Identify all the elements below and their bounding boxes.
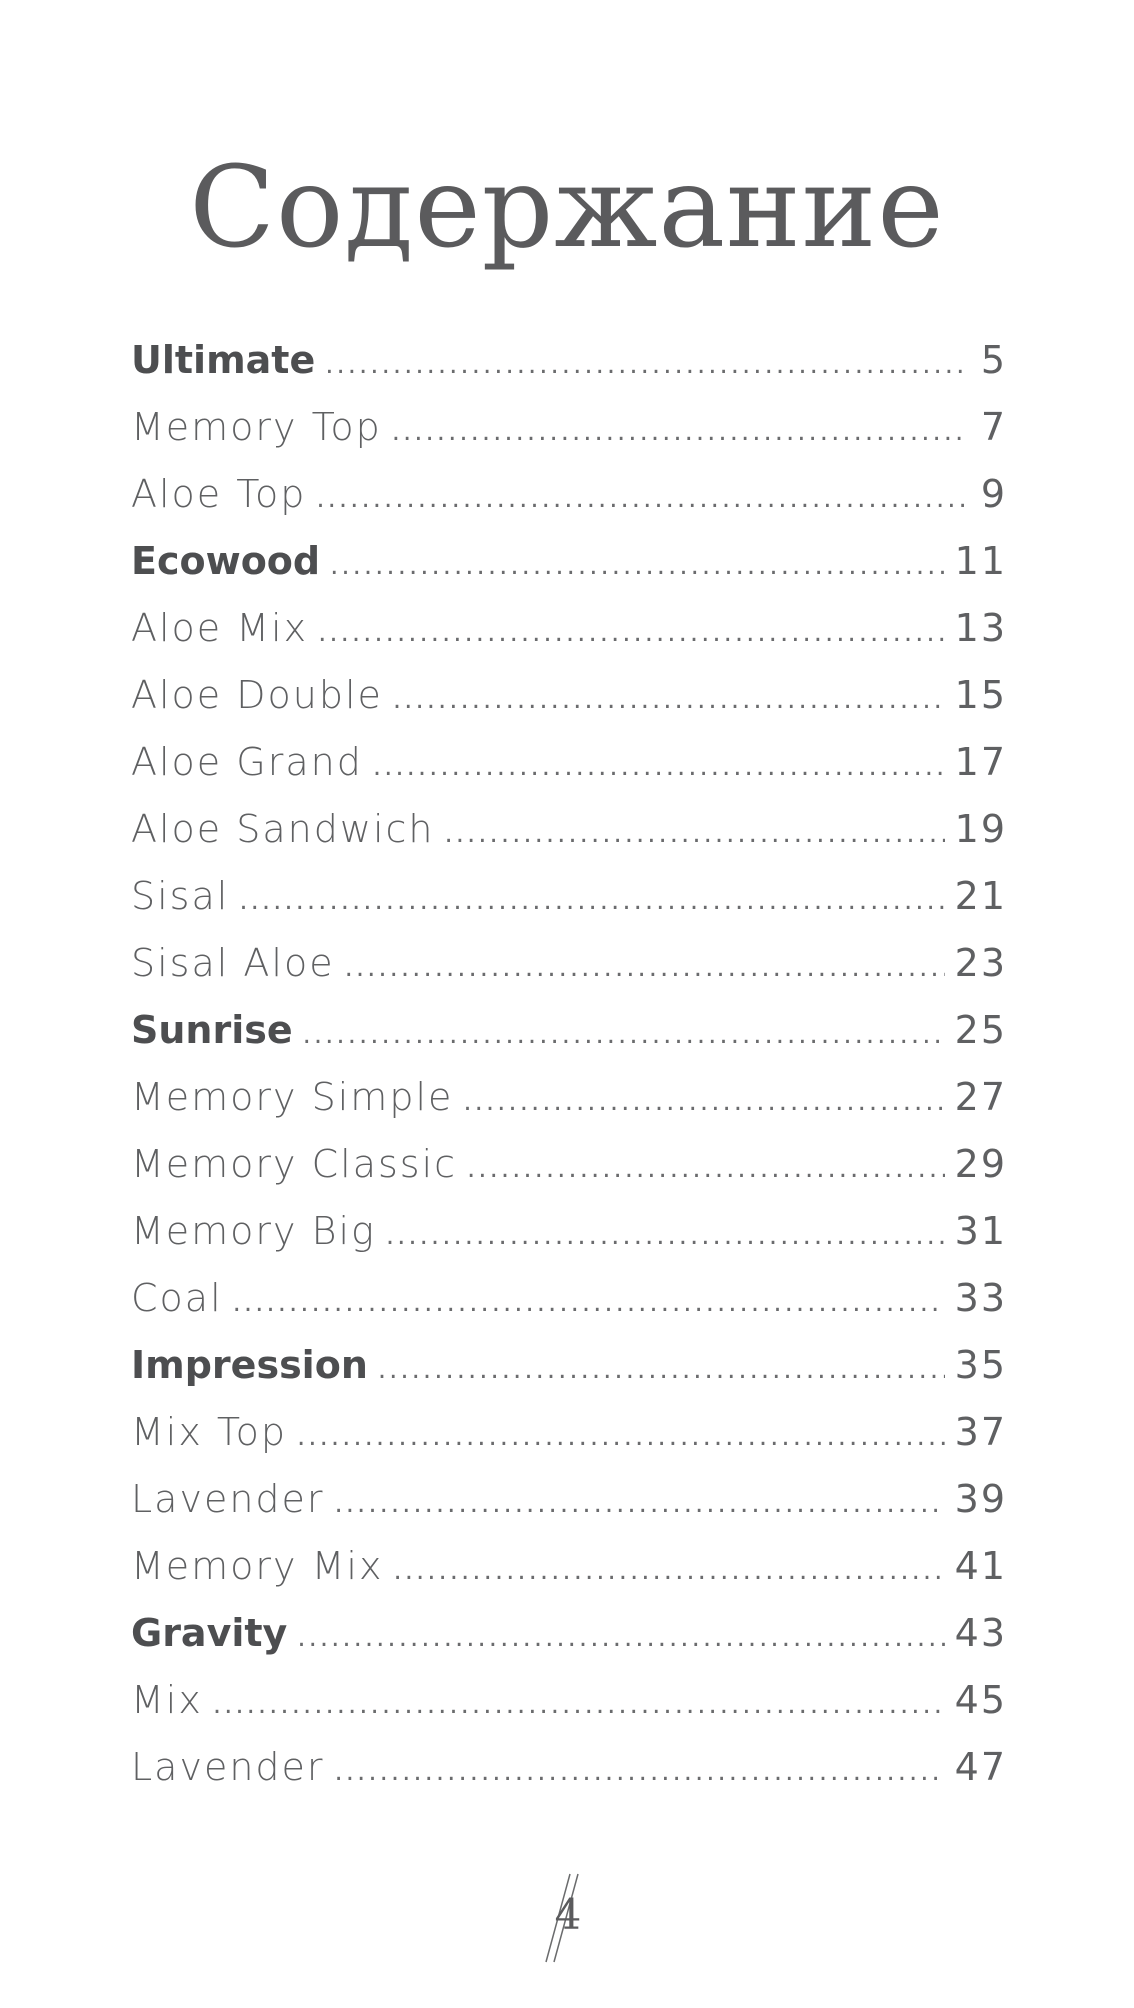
- toc-entry[interactable]: Aloe Mix 13: [131, 595, 1007, 662]
- toc-entry[interactable]: Mix Top 37: [131, 1399, 1007, 1466]
- toc-entry-label: Gravity: [131, 1611, 288, 1655]
- toc-section-entry[interactable]: Impression 35: [131, 1332, 1007, 1399]
- toc-dot-leader: [345, 935, 945, 1002]
- toc-entry[interactable]: Mix 45: [131, 1667, 1007, 1734]
- toc-entry-page: 27: [954, 1075, 1007, 1119]
- toc-entry-label: Ecowood: [131, 539, 321, 583]
- toc-entry-label: Impression: [131, 1343, 368, 1387]
- toc-entry-page: 45: [954, 1678, 1007, 1722]
- toc-entry[interactable]: Aloe Sandwich 19: [131, 796, 1007, 863]
- toc-entry-label: Mix: [131, 1678, 203, 1722]
- toc-entry[interactable]: Memory Mix 41: [131, 1533, 1007, 1600]
- toc-entry-label: Memory Big: [131, 1209, 376, 1253]
- toc-entry[interactable]: Sisal Aloe 23: [131, 930, 1007, 997]
- toc-entry[interactable]: Memory Simple 27: [131, 1064, 1007, 1131]
- toc-entry-label: Memory Classic: [131, 1142, 458, 1186]
- toc-dot-leader: [386, 1203, 945, 1270]
- toc-entry-page: 47: [954, 1745, 1007, 1789]
- toc-dot-leader: [303, 1002, 945, 1069]
- toc-section-entry[interactable]: Ultimate 5: [131, 327, 1007, 394]
- toc-entry-page: 7: [980, 405, 1007, 449]
- toc-dot-leader: [239, 868, 944, 935]
- toc-entry-label: Memory Simple: [131, 1075, 454, 1119]
- toc-section-entry[interactable]: Gravity 43: [131, 1600, 1007, 1667]
- toc-entry-label: Aloe Top: [131, 472, 307, 516]
- toc-entry-page: 19: [954, 807, 1007, 851]
- toc-dot-leader: [463, 1069, 944, 1136]
- toc-entry-page: 25: [954, 1008, 1007, 1052]
- toc-entry-label: Aloe Grand: [131, 740, 363, 784]
- toc-entry-label: Aloe Double: [131, 673, 383, 717]
- toc-entry-label: Memory Mix: [131, 1544, 384, 1588]
- toc-entry-label: Aloe Sandwich: [131, 807, 435, 851]
- toc-entry-page: 29: [954, 1142, 1007, 1186]
- toc-dot-leader: [467, 1136, 945, 1203]
- toc-entry[interactable]: Memory Big 31: [131, 1198, 1007, 1265]
- toc-entry-page: 5: [980, 338, 1007, 382]
- toc-entry[interactable]: Coal 33: [131, 1265, 1007, 1332]
- toc-dot-leader: [378, 1337, 945, 1404]
- toc-dot-leader: [316, 466, 965, 533]
- toc-entry-page: 13: [954, 606, 1007, 650]
- toc-entry-label: Sisal Aloe: [131, 941, 335, 985]
- toc-entry-page: 11: [954, 539, 1007, 583]
- toc-dot-leader: [445, 801, 945, 868]
- toc-dot-leader: [393, 667, 945, 734]
- toc-entry-label: Lavender: [131, 1477, 325, 1521]
- toc-entry[interactable]: Aloe Top 9: [131, 461, 1007, 528]
- toc-entry-label: Coal: [131, 1276, 223, 1320]
- toc-dot-leader: [393, 1538, 944, 1605]
- toc-entry-page: 23: [954, 941, 1007, 985]
- page-number-ornament: 4: [540, 1872, 596, 1964]
- toc-dot-leader: [233, 1270, 945, 1337]
- toc-dot-leader: [335, 1739, 945, 1806]
- toc-dot-leader: [373, 734, 945, 801]
- toc-entry[interactable]: Memory Classic 29: [131, 1131, 1007, 1198]
- toc-entry[interactable]: Lavender 39: [131, 1466, 1007, 1533]
- toc-entry-page: 31: [954, 1209, 1007, 1253]
- toc-entry[interactable]: Aloe Double 15: [131, 662, 1007, 729]
- toc-entry-label: Aloe Mix: [131, 606, 309, 650]
- toc-dot-leader: [318, 600, 945, 667]
- toc-dot-leader: [392, 399, 965, 466]
- toc-entry-page: 43: [954, 1611, 1007, 1655]
- toc-entry[interactable]: Aloe Grand 17: [131, 729, 1007, 796]
- toc-entry[interactable]: Memory Top 7: [131, 394, 1007, 461]
- toc-entry-label: Memory Top: [131, 405, 382, 449]
- toc-dot-leader: [213, 1672, 945, 1739]
- toc-dot-leader: [325, 332, 965, 399]
- toc-dot-leader: [297, 1404, 945, 1471]
- toc-entry-label: Mix Top: [131, 1410, 288, 1454]
- toc-entry[interactable]: Lavender 47: [131, 1734, 1007, 1801]
- toc-dot-leader: [335, 1471, 945, 1538]
- toc-entry-page: 41: [954, 1544, 1007, 1588]
- toc-entry-page: 33: [954, 1276, 1007, 1320]
- toc-entry-page: 37: [954, 1410, 1007, 1454]
- toc-entry-label: Ultimate: [131, 338, 316, 382]
- page-title: Содержание: [189, 143, 945, 273]
- toc-entry-label: Sunrise: [131, 1008, 293, 1052]
- toc-entry-page: 17: [954, 740, 1007, 784]
- table-of-contents: Ultimate 5 Memory Top 7 Aloe Top 9 Ecowood 11 Al…: [131, 327, 1007, 1801]
- toc-entry-page: 21: [954, 874, 1007, 918]
- toc-entry-label: Sisal: [131, 874, 230, 918]
- toc-entry-page: 15: [954, 673, 1007, 717]
- toc-entry-page: 39: [954, 1477, 1007, 1521]
- toc-entry[interactable]: Sisal 21: [131, 863, 1007, 930]
- toc-section-entry[interactable]: Sunrise 25: [131, 997, 1007, 1064]
- toc-entry-page: 9: [980, 472, 1007, 516]
- toc-entry-page: 35: [954, 1343, 1007, 1387]
- page-number: 4: [554, 1890, 582, 1939]
- toc-dot-leader: [297, 1605, 944, 1672]
- toc-section-entry[interactable]: Ecowood 11: [131, 528, 1007, 595]
- toc-dot-leader: [330, 533, 945, 600]
- double-slash-icon: [545, 1873, 579, 1963]
- toc-entry-label: Lavender: [131, 1745, 325, 1789]
